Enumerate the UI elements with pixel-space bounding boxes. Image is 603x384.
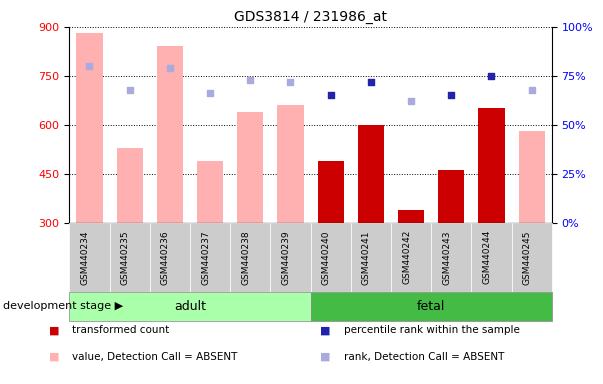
Title: GDS3814 / 231986_at: GDS3814 / 231986_at: [234, 10, 387, 25]
Point: [84, 63, 94, 69]
Point: [125, 86, 134, 93]
Point: [406, 98, 416, 104]
Text: ■: ■: [49, 352, 60, 362]
Bar: [438, 170, 464, 223]
Text: GSM440240: GSM440240: [321, 230, 330, 285]
Bar: [237, 112, 264, 223]
Text: GSM440245: GSM440245: [523, 230, 532, 285]
Text: GSM440239: GSM440239: [282, 230, 291, 285]
Text: GSM440236: GSM440236: [161, 230, 170, 285]
Text: transformed count: transformed count: [72, 325, 169, 335]
Text: GSM440238: GSM440238: [241, 230, 250, 285]
Text: GSM440243: GSM440243: [442, 230, 451, 285]
Text: GSM440244: GSM440244: [482, 230, 491, 285]
Point: [487, 73, 496, 79]
Point: [286, 79, 295, 85]
Point: [245, 77, 255, 83]
Text: GSM440242: GSM440242: [402, 230, 411, 285]
Bar: [519, 131, 545, 223]
Bar: [478, 109, 505, 223]
Text: GSM440237: GSM440237: [201, 230, 210, 285]
Text: GSM440235: GSM440235: [121, 230, 130, 285]
Point: [326, 92, 335, 98]
Point: [446, 92, 456, 98]
Bar: [116, 148, 143, 223]
Text: development stage ▶: development stage ▶: [3, 301, 123, 311]
Text: percentile rank within the sample: percentile rank within the sample: [344, 325, 520, 335]
Point: [366, 79, 376, 85]
Text: ■: ■: [320, 325, 331, 335]
Bar: [398, 210, 424, 223]
Bar: [157, 46, 183, 223]
Text: adult: adult: [174, 300, 206, 313]
Text: fetal: fetal: [417, 300, 446, 313]
Text: rank, Detection Call = ABSENT: rank, Detection Call = ABSENT: [344, 352, 504, 362]
Bar: [277, 105, 303, 223]
Bar: [77, 33, 103, 223]
Text: value, Detection Call = ABSENT: value, Detection Call = ABSENT: [72, 352, 238, 362]
Point: [527, 86, 537, 93]
Point: [205, 90, 215, 96]
Bar: [358, 125, 384, 223]
Bar: [318, 161, 344, 223]
Text: ■: ■: [320, 352, 331, 362]
Text: GSM440234: GSM440234: [80, 230, 89, 285]
Point: [165, 65, 175, 71]
Bar: [197, 161, 223, 223]
Text: ■: ■: [49, 325, 60, 335]
Text: GSM440241: GSM440241: [362, 230, 371, 285]
